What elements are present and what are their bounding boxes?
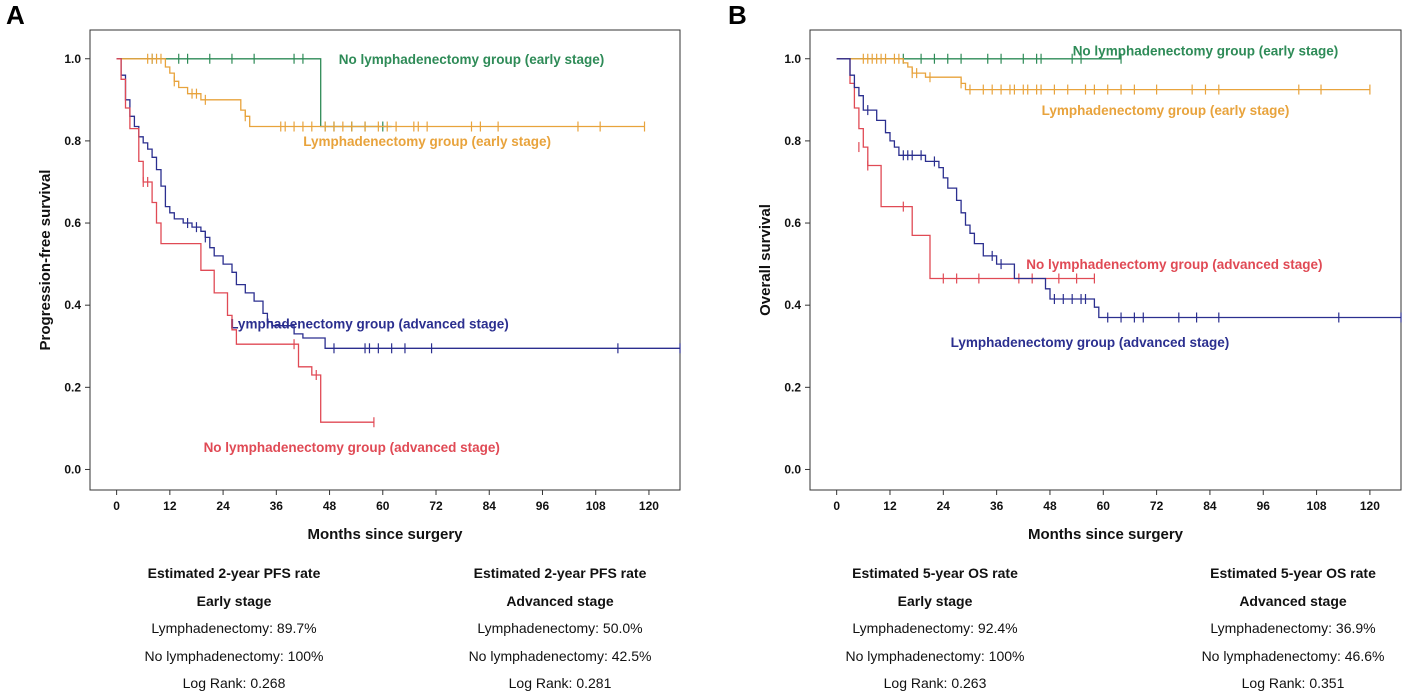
x-tick-label: 12 — [163, 499, 177, 513]
y-tick-label: 1.0 — [64, 52, 81, 66]
stats-title: Estimated 5-year OS rate — [1210, 565, 1376, 581]
stats-log-rank: Log Rank: 0.281 — [508, 675, 612, 691]
y-tick-label: 0.4 — [64, 298, 81, 312]
y-axis-title: Progression-free survival — [37, 170, 54, 351]
x-tick-label: 96 — [536, 499, 550, 513]
series-label: Lymphadenectomy group (advanced stage) — [951, 335, 1230, 350]
x-tick-label: 60 — [376, 499, 390, 513]
panel-a: A 0.0 0.2 0.4 0.6 0.8 1.0 0 12 24 36 48 60 72 84 96 108 1… — [6, 0, 681, 543]
plot-frame — [809, 29, 1402, 491]
y-tick-label: 0.2 — [784, 380, 801, 394]
stats-lymphadenectomy: Lymphadenectomy: 92.4% — [852, 620, 1018, 636]
stats-no-lymphadenectomy: No lymphadenectomy: 100% — [144, 647, 324, 664]
x-tick-label: 48 — [1043, 499, 1057, 513]
stats-stage: Early stage — [897, 592, 973, 609]
x-tick-label: 84 — [1203, 499, 1217, 513]
stats-log-rank: Log Rank: 0.351 — [1241, 675, 1345, 691]
series-label: Lymphadenectomy group (early stage) — [1042, 103, 1290, 118]
x-tick-label: 36 — [990, 499, 1004, 513]
stats-a-advanced: Estimated 2-year PFS rate Advanced stage… — [410, 560, 710, 698]
x-axis-title: Months since surgery — [1028, 526, 1184, 543]
x-tick-label: 12 — [883, 499, 897, 513]
series-lymphadenectomy-group-advanced-stage: Lymphadenectomy group (advanced stage) — [836, 58, 1402, 350]
panel-letter: A — [6, 0, 25, 30]
series-lymphadenectomy-group-early-stage: Lymphadenectomy group (early stage) — [836, 53, 1371, 118]
y-axis-title: Overall survival — [757, 204, 774, 316]
x-tick-label: 24 — [216, 499, 230, 513]
panel-b: B 0.0 0.2 0.4 0.6 0.8 1.0 0 12 24 36 48 60 72 84 96 108 1… — [728, 0, 1402, 543]
x-tick-label: 108 — [1307, 499, 1327, 513]
stats-lymphadenectomy: Lymphadenectomy: 50.0% — [477, 620, 643, 636]
plot-frame — [89, 29, 681, 491]
stats-b-early: Estimated 5-year OS rate Early stage Lym… — [785, 560, 1085, 698]
y-tick-label: 0.8 — [64, 134, 81, 148]
y-tick-label: 0.0 — [784, 462, 801, 476]
series-label: No lymphadenectomy group (advanced stage… — [204, 440, 500, 455]
stats-stage: Advanced stage — [506, 592, 614, 609]
x-tick-label: 36 — [270, 499, 284, 513]
x-tick-label: 48 — [323, 499, 337, 513]
y-tick-label: 0.8 — [784, 134, 801, 148]
survival-figure: A 0.0 0.2 0.4 0.6 0.8 1.0 0 12 24 36 48 60 72 84 96 108 1… — [6, 0, 1402, 543]
series-no-lymphadenectomy-group-advanced-stage: No lymphadenectomy group (advanced stage… — [116, 58, 500, 455]
stats-no-lymphadenectomy: No lymphadenectomy: 46.6% — [1201, 647, 1385, 664]
stats-stage: Early stage — [196, 592, 272, 609]
stats-no-lymphadenectomy: No lymphadenectomy: 42.5% — [468, 647, 652, 664]
x-tick-label: 120 — [1360, 499, 1380, 513]
x-tick-label: 84 — [483, 499, 497, 513]
x-tick-label: 72 — [1150, 499, 1164, 513]
series-no-lymphadenectomy-group-early-stage: No lymphadenectomy group (early stage) — [836, 44, 1339, 64]
stats-stage: Advanced stage — [1239, 592, 1347, 609]
y-tick-label: 0.4 — [784, 298, 801, 312]
stats-title: Estimated 5-year OS rate — [852, 565, 1018, 581]
x-tick-label: 0 — [113, 499, 120, 513]
y-tick-label: 0.6 — [784, 216, 801, 230]
stats-title: Estimated 2-year PFS rate — [147, 565, 321, 581]
survival-curve — [116, 58, 374, 423]
series-no-lymphadenectomy-group-advanced-stage: No lymphadenectomy group (advanced stage… — [836, 58, 1323, 284]
survival-curve — [836, 58, 1095, 280]
survival-curve — [836, 58, 1370, 91]
series-label: Lymphadenectomy group (advanced stage) — [230, 317, 509, 332]
stats-log-rank: Log Rank: 0.268 — [182, 675, 286, 691]
stats-lymphadenectomy: Lymphadenectomy: 89.7% — [151, 620, 317, 636]
series-label: No lymphadenectomy group (advanced stage… — [1026, 257, 1322, 272]
series-lymphadenectomy-group-advanced-stage: Lymphadenectomy group (advanced stage) — [116, 58, 681, 354]
y-tick-label: 0.0 — [64, 462, 81, 476]
stats-title: Estimated 2-year PFS rate — [473, 565, 647, 581]
y-tick-label: 0.6 — [64, 216, 81, 230]
series-label: Lymphadenectomy group (early stage) — [303, 134, 551, 149]
x-tick-label: 24 — [937, 499, 951, 513]
stats-b-advanced: Estimated 5-year OS rate Advanced stage … — [1143, 560, 1405, 698]
series-label: No lymphadenectomy group (early stage) — [1073, 44, 1339, 59]
stats-a-early: Estimated 2-year PFS rate Early stage Ly… — [84, 560, 384, 698]
stats-no-lymphadenectomy: No lymphadenectomy: 100% — [845, 647, 1025, 664]
y-tick-label: 1.0 — [784, 52, 801, 66]
x-tick-label: 108 — [586, 499, 606, 513]
x-tick-label: 120 — [639, 499, 659, 513]
x-tick-label: 60 — [1097, 499, 1111, 513]
survival-curve — [116, 58, 645, 128]
x-tick-label: 72 — [429, 499, 443, 513]
x-axis-title: Months since surgery — [307, 526, 463, 543]
survival-curve — [116, 58, 392, 128]
stats-lymphadenectomy: Lymphadenectomy: 36.9% — [1210, 620, 1376, 636]
survival-curve — [836, 58, 1401, 319]
series-lymphadenectomy-group-early-stage: Lymphadenectomy group (early stage) — [116, 53, 646, 149]
stats-log-rank: Log Rank: 0.263 — [883, 675, 987, 691]
panel-letter: B — [728, 0, 747, 30]
x-tick-label: 96 — [1257, 499, 1271, 513]
x-tick-label: 0 — [833, 499, 840, 513]
survival-curve — [116, 58, 680, 349]
series-no-lymphadenectomy-group-early-stage: No lymphadenectomy group (early stage) — [116, 52, 605, 132]
y-tick-label: 0.2 — [64, 380, 81, 394]
series-label: No lymphadenectomy group (early stage) — [339, 52, 605, 67]
